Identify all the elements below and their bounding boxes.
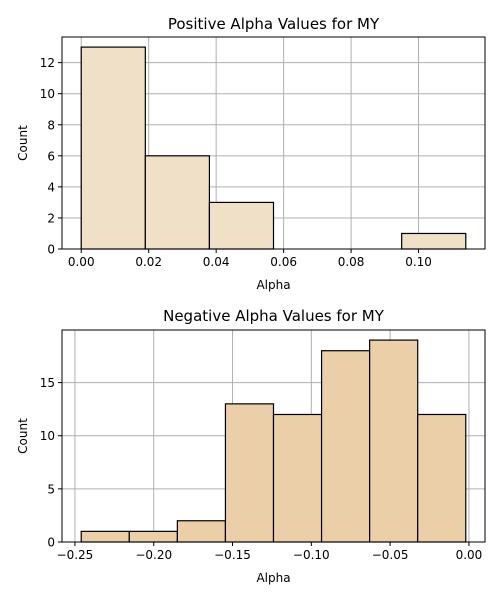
y-tick-label: 10 xyxy=(40,87,55,101)
y-tick-label: 15 xyxy=(40,376,55,390)
histogram-bar xyxy=(80,46,146,250)
axes-frame xyxy=(61,36,486,250)
chart-negative-alpha: Negative Alpha Values for MY Alpha Count… xyxy=(16,307,486,585)
y-tick-label: 2 xyxy=(47,211,55,225)
histogram-bar xyxy=(272,413,323,543)
x-tick-label: −0.05 xyxy=(372,548,409,562)
chart-title: Negative Alpha Values for MY xyxy=(163,307,385,325)
y-tick-label: 12 xyxy=(40,56,55,70)
y-tick-label: 5 xyxy=(47,482,55,496)
chart-positive-alpha: Positive Alpha Values for MY Alpha Count… xyxy=(16,15,486,292)
y-axis-label: Count xyxy=(16,418,30,454)
histogram-bar xyxy=(401,232,467,250)
histogram-bar xyxy=(80,530,130,543)
histogram-bar xyxy=(369,339,419,543)
y-tick-label: 10 xyxy=(40,429,55,443)
axes: −0.25 −0.20 −0.15 −0.10 −0.05 0.00 0 5 10 15 xyxy=(40,329,486,562)
x-axis-label: Alpha xyxy=(256,278,290,292)
x-tick-label: −0.20 xyxy=(135,548,172,562)
x-tick-label: 0.10 xyxy=(405,255,432,269)
x-tick-label: −0.25 xyxy=(57,548,94,562)
x-tick-label: 0.02 xyxy=(135,255,162,269)
x-axis-label: Alpha xyxy=(256,571,290,585)
histogram-bar xyxy=(320,350,371,543)
x-tick-label: 0.00 xyxy=(68,255,95,269)
y-tick-label: 8 xyxy=(47,118,55,132)
histogram-bar xyxy=(224,403,275,543)
histogram-bar xyxy=(144,155,211,250)
histogram-bar xyxy=(208,201,275,250)
histogram-bar xyxy=(128,530,178,543)
x-tick-label: 0.04 xyxy=(203,255,230,269)
y-axis-label: Count xyxy=(16,125,30,161)
y-tick-label: 0 xyxy=(47,536,55,550)
chart-title: Positive Alpha Values for MY xyxy=(168,15,380,33)
axes: 0.00 0.02 0.04 0.06 0.08 0.10 0 2 4 6 8 10 12 xyxy=(40,36,486,269)
x-tick-label: −0.10 xyxy=(293,548,330,562)
y-tick-label: 0 xyxy=(47,243,55,257)
histogram-bar xyxy=(417,413,467,543)
bars xyxy=(80,339,467,543)
histogram-bar xyxy=(176,520,227,543)
y-tick-label: 4 xyxy=(47,180,55,194)
y-tick-label: 6 xyxy=(47,149,55,163)
x-tick-label: −0.15 xyxy=(214,548,251,562)
x-tick-label: 0.00 xyxy=(456,548,483,562)
x-tick-label: 0.08 xyxy=(338,255,365,269)
bars xyxy=(80,46,467,250)
x-tick-label: 0.06 xyxy=(270,255,297,269)
